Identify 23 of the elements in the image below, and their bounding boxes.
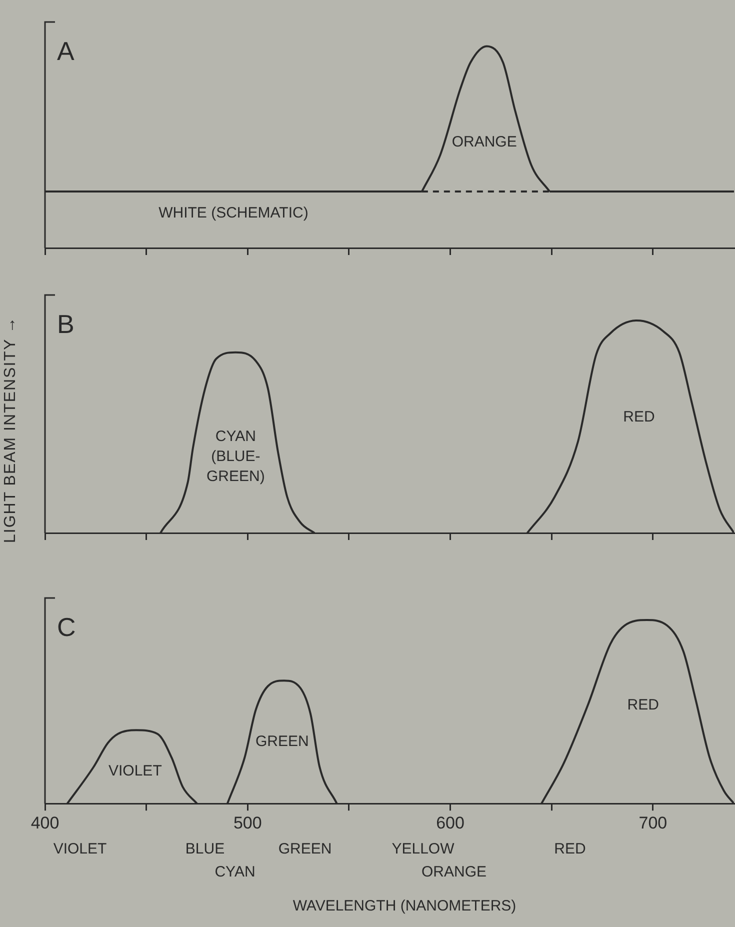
- text: YELLOW: [392, 840, 456, 858]
- text: ORANGE: [421, 864, 487, 881]
- text: CYAN: [214, 864, 256, 881]
- chart-title: B: [57, 309, 74, 340]
- chart-title: C: [57, 612, 76, 642]
- text: RED: [623, 408, 655, 426]
- x-tick-label: 500: [233, 813, 262, 832]
- text: VIOLET: [53, 840, 107, 858]
- series-label: GREEN: [256, 732, 309, 750]
- text: BLUE: [185, 840, 225, 858]
- series-label: WHITE (SCHEMATIC): [158, 204, 308, 222]
- x-tick-label: 700: [638, 813, 668, 832]
- series-label: ORANGE: [452, 134, 517, 151]
- chart-title: A: [57, 36, 75, 66]
- text: GREEN: [278, 840, 332, 858]
- x-tick-label: 400: [30, 813, 60, 832]
- series-label: VIOLET: [108, 762, 162, 780]
- text: RED: [554, 840, 586, 858]
- x-tick-label: 600: [436, 813, 464, 832]
- y-axis-title: LIGHT BEAM INTENSITY →: [2, 316, 20, 546]
- x-axis-title: WAVELENGTH (NANOMETERS): [292, 898, 516, 915]
- series-label: CYAN (BLUE-GREEN): [206, 428, 265, 485]
- text: RED: [627, 696, 660, 714]
